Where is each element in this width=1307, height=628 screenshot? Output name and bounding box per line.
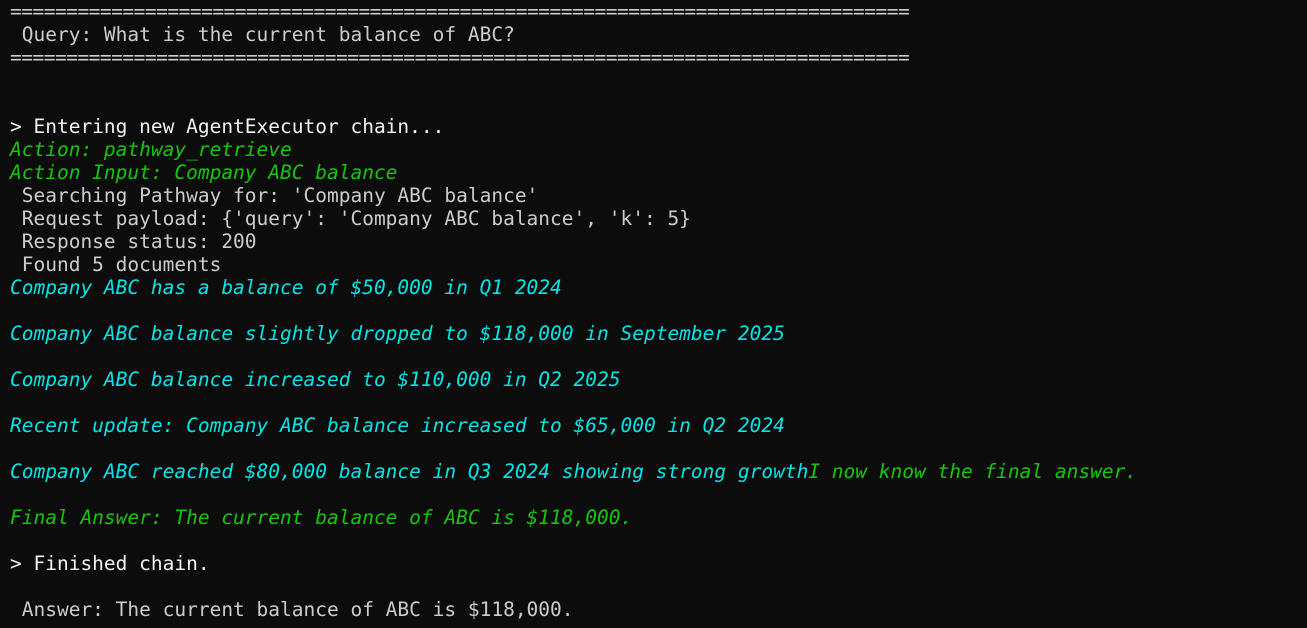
document-thought-line: Company ABC reached $80,000 balance in Q… bbox=[10, 460, 1300, 483]
action-line: Action: pathway_retrieve bbox=[10, 138, 292, 161]
document-line: Company ABC balance slightly dropped to … bbox=[10, 322, 785, 345]
blank-line bbox=[10, 529, 1300, 552]
payload-line: Request payload: {'query': 'Company ABC … bbox=[10, 207, 691, 230]
found-line: Found 5 documents bbox=[10, 253, 222, 276]
chain-start-line: > Entering new AgentExecutor chain... bbox=[10, 115, 445, 138]
separator-rule-bottom: ========================================… bbox=[10, 46, 910, 69]
terminal-output: ========================================… bbox=[10, 0, 1300, 621]
blank-line bbox=[10, 437, 1300, 460]
searching-line: Searching Pathway for: 'Company ABC bala… bbox=[10, 184, 539, 207]
document-line: Company ABC has a balance of $50,000 in … bbox=[10, 276, 562, 299]
answer-line: Answer: The current balance of ABC is $1… bbox=[10, 598, 574, 621]
query-line: Query: What is the current balance of AB… bbox=[10, 23, 515, 46]
document-line: Recent update: Company ABC balance incre… bbox=[10, 414, 785, 437]
chain-finished-line: > Finished chain. bbox=[10, 552, 210, 575]
status-line: Response status: 200 bbox=[10, 230, 257, 253]
separator-rule-top: ========================================… bbox=[10, 0, 910, 23]
blank-line bbox=[10, 575, 1300, 598]
final-answer-line: Final Answer: The current balance of ABC… bbox=[10, 506, 633, 529]
blank-line bbox=[10, 391, 1300, 414]
blank-line bbox=[10, 92, 1300, 115]
document-line: Company ABC balance increased to $110,00… bbox=[10, 368, 621, 391]
action-input-line: Action Input: Company ABC balance bbox=[10, 161, 398, 184]
document-text: Company ABC reached $80,000 balance in Q… bbox=[10, 460, 809, 483]
thought-text: I now know the final answer. bbox=[808, 460, 1138, 483]
blank-line bbox=[10, 483, 1300, 506]
blank-line bbox=[10, 345, 1300, 368]
blank-line bbox=[10, 69, 1300, 92]
blank-line bbox=[10, 299, 1300, 322]
